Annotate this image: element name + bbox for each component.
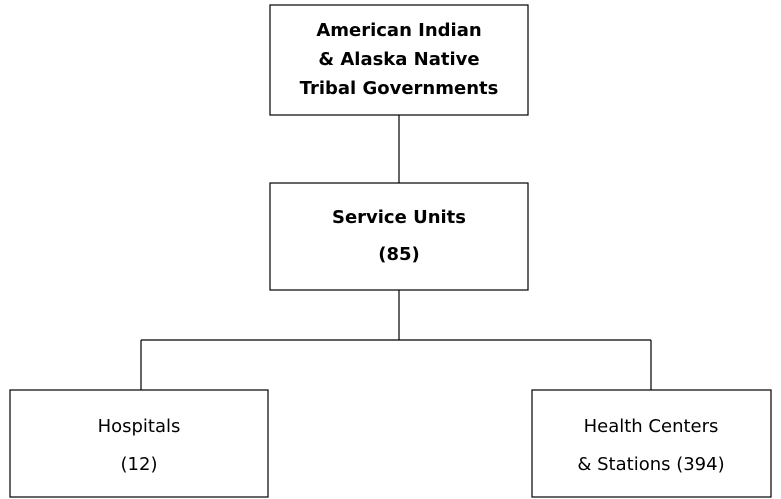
node-label: (85): [378, 244, 420, 265]
node-label: American Indian: [316, 20, 481, 41]
node-label: Hospitals: [98, 416, 181, 437]
node-box: [269, 182, 529, 291]
node-label: Service Units: [332, 207, 466, 228]
node-box: [531, 389, 772, 498]
node-label: (12): [121, 454, 158, 475]
node-box: [9, 389, 269, 498]
node-box: [269, 4, 529, 116]
node-label: & Alaska Native: [318, 49, 479, 70]
node-label: Health Centers: [584, 416, 719, 437]
node-label: & Stations (394): [577, 454, 724, 475]
node-label: Tribal Governments: [300, 78, 499, 99]
